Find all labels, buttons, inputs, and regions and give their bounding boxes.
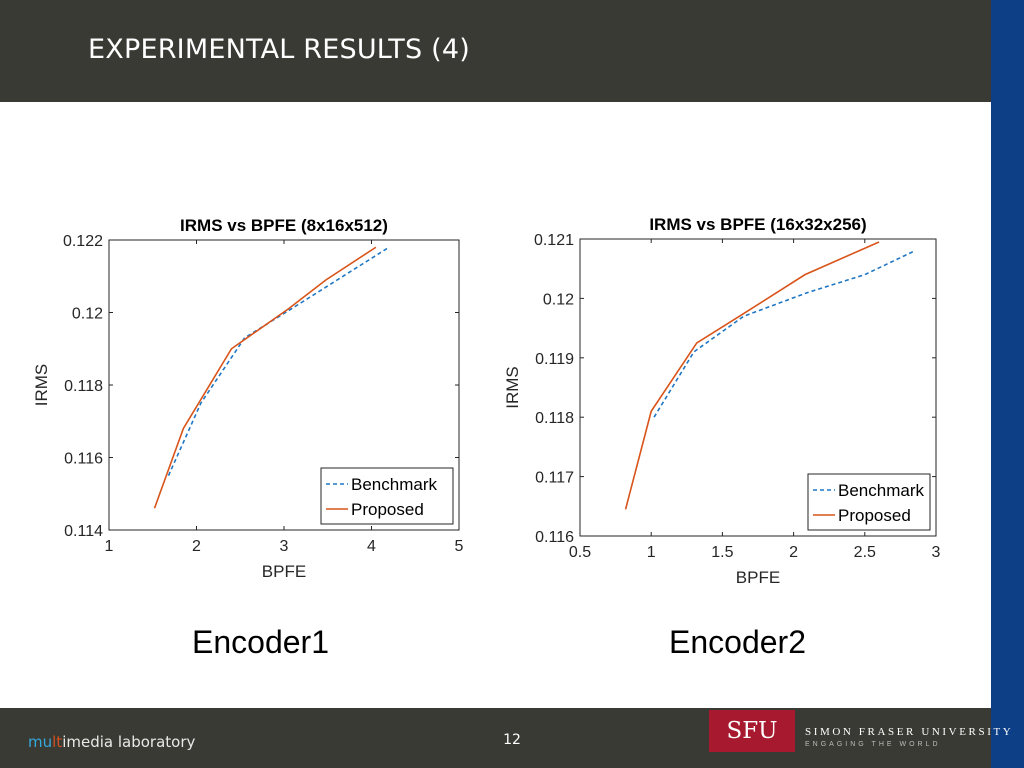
legend-label-benchmark: Benchmark (838, 481, 924, 500)
y-tick-label: 0.118 (535, 410, 574, 427)
series-line-benchmark (653, 250, 915, 418)
series-line-proposed (624, 241, 880, 510)
x-axis-label: BPFE (262, 562, 306, 581)
chart-encoder2: IRMS vs BPFE (16x32x256) 0.5 1 1.5 2 2.5 3 0.11… (503, 215, 941, 587)
legend-box (807, 473, 931, 531)
page-number: 12 (503, 732, 521, 748)
x-tick-label: 1 (105, 538, 114, 555)
university-tagline: ENGAGING THE WORLD (805, 741, 941, 748)
slide-footer (0, 708, 991, 768)
y-axis-label: IRMS (32, 364, 51, 407)
y-axis-label: IRMS (503, 366, 522, 409)
series-line-proposed (153, 246, 377, 509)
sfu-logo: SFU (709, 710, 795, 752)
legend-label-proposed: Proposed (351, 500, 424, 519)
y-tick-label: 0.119 (535, 351, 574, 368)
legend-box (320, 467, 454, 525)
y-tick-label: 0.121 (534, 232, 574, 249)
y-tick-label: 0.116 (535, 529, 574, 546)
brand-part-mu: mu (28, 733, 53, 751)
y-tick-label: 0.12 (543, 291, 574, 308)
chart-encoder1: IRMS vs BPFE (8x16x512) 1 2 3 4 5 0.114 0.116 0.… (32, 216, 464, 581)
university-name: SIMON FRASER UNIVERSITY (805, 726, 1014, 738)
x-tick-label: 2.5 (854, 544, 876, 561)
chart-title: IRMS vs BPFE (8x16x512) (180, 216, 388, 235)
brand-part-lt: lt (52, 733, 63, 751)
legend-label-proposed: Proposed (838, 506, 911, 525)
y-tick-label: 0.12 (72, 306, 103, 323)
y-tick-label: 0.117 (535, 470, 574, 487)
chart-title: IRMS vs BPFE (16x32x256) (649, 215, 866, 234)
x-axis-label: BPFE (736, 568, 780, 587)
caption-encoder1: Encoder1 (192, 624, 329, 660)
x-tick-label: 1 (647, 544, 656, 561)
x-tick-label: 4 (367, 538, 376, 555)
x-tick-label: 0.5 (569, 544, 591, 561)
x-tick-label: 1.5 (711, 544, 733, 561)
legend-label-benchmark: Benchmark (351, 475, 437, 494)
series-line-benchmark (167, 246, 390, 476)
slide-header: EXPERIMENTAL RESULTS (4) (0, 0, 991, 102)
y-tick-label: 0.116 (64, 451, 103, 468)
blue-sidebar (991, 0, 1024, 768)
x-tick-label: 3 (280, 538, 289, 555)
slide-title: EXPERIMENTAL RESULTS (4) (88, 34, 470, 65)
x-tick-label: 5 (455, 538, 464, 555)
x-tick-label: 2 (192, 538, 201, 555)
y-tick-label: 0.114 (64, 523, 103, 540)
caption-encoder2: Encoder2 (669, 624, 806, 660)
multimedia-lab-logo: multimedia laboratory (28, 733, 195, 751)
x-tick-label: 2 (789, 544, 798, 561)
x-tick-label: 3 (932, 544, 941, 561)
y-tick-label: 0.122 (63, 233, 103, 250)
y-tick-label: 0.118 (64, 378, 103, 395)
brand-part-rest: imedia laboratory (62, 733, 196, 751)
